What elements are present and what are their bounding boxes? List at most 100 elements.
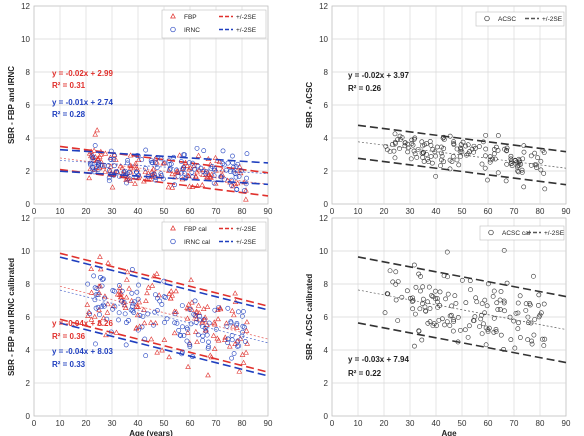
data-point xyxy=(390,279,396,285)
data-point xyxy=(516,320,521,326)
data-point xyxy=(212,180,219,186)
data-point xyxy=(502,308,507,314)
data-point xyxy=(200,333,206,339)
lower-2se-line xyxy=(59,168,269,197)
data-point xyxy=(143,147,149,153)
data-point xyxy=(238,168,244,174)
data-point xyxy=(531,332,537,338)
data-point xyxy=(128,163,134,169)
data-point xyxy=(515,310,521,316)
y-tick-label: 2 xyxy=(324,379,329,388)
x-tick-label: 90 xyxy=(264,207,273,216)
data-point xyxy=(219,167,226,173)
y-tick-label: 4 xyxy=(324,134,329,143)
data-point xyxy=(199,182,206,188)
data-point xyxy=(232,181,239,187)
data-point xyxy=(452,293,458,299)
data-point xyxy=(123,294,130,300)
data-point xyxy=(161,294,167,300)
data-point xyxy=(190,160,195,166)
regression-annotation: R² = 0.28 xyxy=(52,110,86,119)
data-point xyxy=(149,282,156,288)
data-point xyxy=(438,157,444,163)
data-point xyxy=(100,276,106,282)
data-point xyxy=(235,338,241,344)
data-point xyxy=(176,152,183,158)
data-point xyxy=(412,151,418,157)
data-point xyxy=(159,347,165,353)
data-point xyxy=(114,169,120,174)
data-point xyxy=(483,132,489,138)
data-point xyxy=(94,127,100,133)
series-irnc xyxy=(59,143,269,194)
data-point xyxy=(129,303,135,309)
data-point xyxy=(395,318,401,324)
data-point xyxy=(387,268,393,274)
data-point xyxy=(194,339,200,345)
data-point xyxy=(434,296,440,301)
data-point xyxy=(418,274,423,279)
data-point xyxy=(497,306,503,312)
x-tick-label: 40 xyxy=(134,207,143,216)
data-point xyxy=(493,329,499,335)
data-point xyxy=(135,303,141,309)
data-point xyxy=(385,291,391,297)
data-point xyxy=(232,171,238,176)
data-point xyxy=(181,165,186,170)
legend: FBP cal +/-2SE IRNC cal +/-2SE xyxy=(161,221,267,251)
data-point xyxy=(142,168,149,174)
data-point xyxy=(91,313,98,319)
data-point xyxy=(88,289,95,295)
y-tick-label: 6 xyxy=(26,101,31,110)
data-point xyxy=(516,169,521,175)
data-point xyxy=(200,169,206,174)
data-point xyxy=(136,282,141,288)
data-point xyxy=(420,284,426,290)
data-point xyxy=(541,171,547,176)
data-point xyxy=(195,163,201,169)
data-point xyxy=(508,337,514,343)
data-point xyxy=(123,320,129,325)
data-point xyxy=(440,135,446,141)
y-tick-label: 0 xyxy=(324,200,329,209)
x-tick-label: 0 xyxy=(32,207,37,216)
data-point xyxy=(124,171,130,177)
data-point xyxy=(121,300,127,305)
data-point xyxy=(540,148,546,153)
data-point xyxy=(468,287,473,293)
data-point xyxy=(184,315,191,321)
data-point xyxy=(207,352,214,358)
legend-swatch-circle xyxy=(170,238,176,245)
data-point xyxy=(487,154,493,160)
data-point xyxy=(383,143,389,149)
x-tick-label: 60 xyxy=(484,419,493,428)
data-point xyxy=(166,290,173,296)
data-point xyxy=(104,309,111,315)
data-point xyxy=(205,346,211,351)
data-point xyxy=(482,165,488,171)
data-point xyxy=(485,327,491,333)
data-point xyxy=(157,298,163,304)
data-point xyxy=(184,162,191,168)
data-point xyxy=(234,186,240,192)
data-point xyxy=(154,165,160,170)
data-point xyxy=(467,278,473,284)
data-point xyxy=(542,186,548,192)
data-point xyxy=(487,157,493,163)
data-point xyxy=(88,316,95,322)
x-tick-label: 40 xyxy=(134,419,143,428)
data-point xyxy=(175,173,181,179)
data-point xyxy=(229,182,234,188)
data-point xyxy=(166,158,172,164)
data-point xyxy=(410,306,416,312)
data-point xyxy=(438,150,444,156)
data-point xyxy=(111,172,117,178)
data-point xyxy=(243,349,249,355)
data-point xyxy=(193,328,199,334)
data-point xyxy=(215,316,221,322)
data-point xyxy=(419,337,425,343)
data-point xyxy=(233,164,239,170)
data-point xyxy=(216,305,222,311)
data-point xyxy=(528,153,534,159)
y-axis-title: SBR - ACSC calibrated xyxy=(305,274,314,361)
